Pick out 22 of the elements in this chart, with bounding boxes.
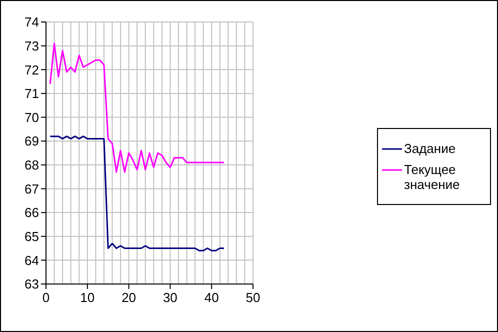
x-tick-label: 10	[80, 290, 95, 305]
x-tick-label: 30	[162, 290, 178, 305]
x-tick-label: 40	[204, 290, 219, 305]
y-tick-label: 64	[24, 252, 39, 268]
x-tick-label: 50	[246, 290, 260, 305]
line-series	[49, 42, 225, 173]
y-tick-label: 68	[24, 158, 39, 173]
y-tick-label: 65	[24, 228, 39, 244]
legend-label: Задание	[404, 140, 456, 156]
y-tick-label: 72	[24, 62, 39, 78]
y-tick-label: 63	[24, 276, 39, 292]
y-tick-label: 66	[24, 205, 39, 220]
y-tick-label: 67	[24, 181, 39, 196]
y-tick-label: 73	[24, 38, 39, 54]
x-tick-label: 20	[122, 290, 136, 305]
x-tick-label: 0	[42, 290, 50, 305]
y-tick-label: 71	[24, 86, 39, 102]
legend-label: Текущее значение	[404, 162, 461, 192]
line-series	[49, 136, 225, 252]
y-tick-label: 74	[24, 14, 39, 30]
y-tick-label: 70	[24, 110, 39, 125]
y-tick-label: 69	[24, 134, 39, 149]
